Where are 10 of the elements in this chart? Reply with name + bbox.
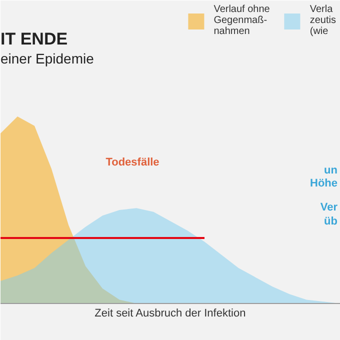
chart-subtitle: einer Epidemie (0, 50, 94, 66)
legend-label: Verla zeutis (wie (310, 4, 336, 37)
annotation: üb (324, 216, 338, 228)
legend-label: Verlauf ohne Gegenmaß- nahmen (214, 4, 270, 37)
chart-title: IT ENDE (0, 30, 68, 48)
x-axis-title: Zeit seit Ausbruch der Infektion (94, 308, 246, 320)
annotation: un (324, 164, 338, 176)
annotation: Ver (320, 202, 338, 214)
annotation: Todesfälle (106, 156, 160, 168)
annotation: Höhe (310, 178, 338, 190)
